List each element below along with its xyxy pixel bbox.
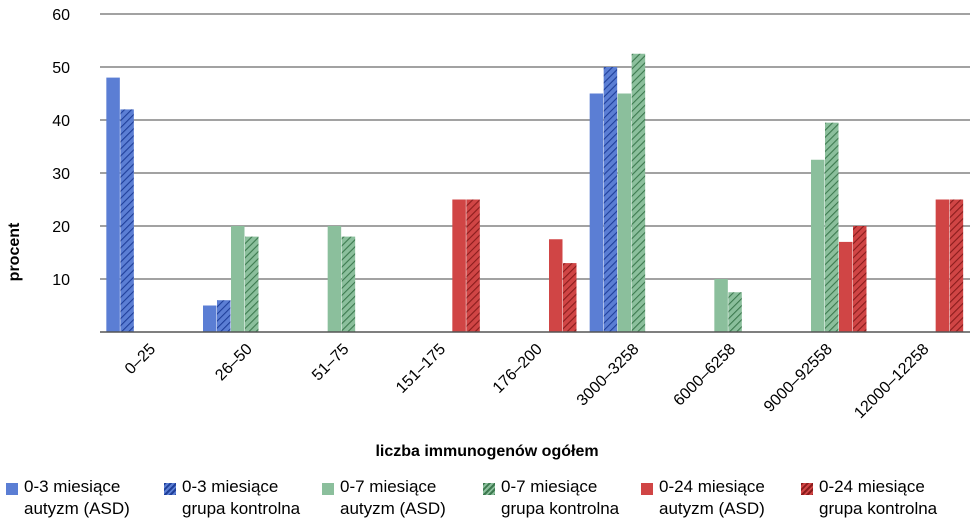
legend: 0-3 miesiące autyzm (ASD) 0-3 miesiące gr…: [0, 476, 975, 526]
x-axis-title: liczba immunogenów ogółem: [375, 443, 598, 460]
legend-label: 0-3 miesiące grupa kontrolna: [182, 477, 301, 518]
x-tick-label: 6000–6258: [671, 341, 740, 410]
y-axis-title: procent: [6, 222, 23, 281]
bar: [549, 239, 563, 332]
x-axis-ticks: 0–25 26–50 51–75 151–175 176–200 3000–3258 600…: [122, 341, 933, 422]
bar: [563, 263, 577, 332]
bar: [231, 226, 245, 332]
bar: [452, 199, 466, 332]
bar: [120, 109, 134, 333]
legend-item: 0-3 miesiące grupa kontrolna: [164, 476, 300, 520]
bar: [617, 93, 632, 332]
y-tick-label: 20: [52, 219, 70, 236]
bar: [203, 305, 217, 332]
bar: [217, 300, 231, 332]
legend-label: 0-7 miesiące grupa kontrolna: [501, 477, 620, 518]
x-tick-label: 0–25: [122, 341, 159, 378]
y-tick-label: 30: [52, 166, 70, 183]
legend-swatch: [322, 483, 334, 495]
gridlines: [100, 13, 970, 280]
bar: [106, 77, 120, 332]
y-tick-label: 50: [52, 60, 70, 77]
bar: [631, 53, 646, 332]
bar: [853, 226, 867, 332]
bar: [589, 93, 604, 332]
legend-item: 0-7 miesiące grupa kontrolna: [483, 476, 619, 520]
legend-swatch: [164, 483, 176, 495]
x-tick-label: 3000–3258: [574, 341, 643, 410]
bar: [811, 159, 825, 332]
legend-item: 0-24 miesiące grupa kontrolna: [801, 476, 937, 520]
x-tick-label: 26–50: [212, 341, 256, 385]
bar: [603, 67, 618, 332]
x-tick-label: 151–175: [393, 341, 449, 397]
x-tick-label: 9000–92558: [761, 341, 836, 416]
legend-label: 0-3 miesiące autyzm (ASD): [24, 477, 130, 518]
bar-chart: 10 20 30 40 50 60 0–25 26–50 51–75 151–175 176–20…: [6, 7, 970, 460]
bar: [839, 241, 853, 332]
legend-swatch: [483, 483, 495, 495]
bar: [245, 236, 259, 332]
legend-item: 0-7 miesiące autyzm (ASD): [322, 476, 446, 520]
bar: [714, 279, 728, 332]
legend-label: 0-7 miesiące autyzm (ASD): [340, 477, 446, 518]
bar: [728, 292, 742, 332]
legend-swatch: [6, 483, 18, 495]
bar: [466, 199, 480, 332]
legend-swatch: [641, 483, 653, 495]
y-tick-label: 10: [52, 272, 70, 289]
legend-label: 0-24 miesiące autyzm (ASD): [659, 477, 765, 518]
x-tick-label: 51–75: [309, 341, 353, 385]
legend-swatch: [801, 483, 813, 495]
bars: [106, 53, 964, 333]
legend-item: 0-24 miesiące autyzm (ASD): [641, 476, 765, 520]
legend-item: 0-3 miesiące autyzm (ASD): [6, 476, 130, 520]
x-tick-label: 12000–12258: [851, 341, 932, 422]
legend-label: 0-24 miesiące grupa kontrolna: [819, 477, 938, 518]
bar: [949, 199, 964, 332]
y-axis-ticks: 10 20 30 40 50 60: [52, 7, 70, 289]
y-tick-label: 60: [52, 7, 70, 24]
bar: [825, 122, 839, 333]
bar: [327, 226, 342, 332]
x-tick-label: 176–200: [490, 341, 546, 397]
bar: [935, 199, 950, 332]
bar: [341, 236, 356, 332]
y-tick-label: 40: [52, 113, 70, 130]
